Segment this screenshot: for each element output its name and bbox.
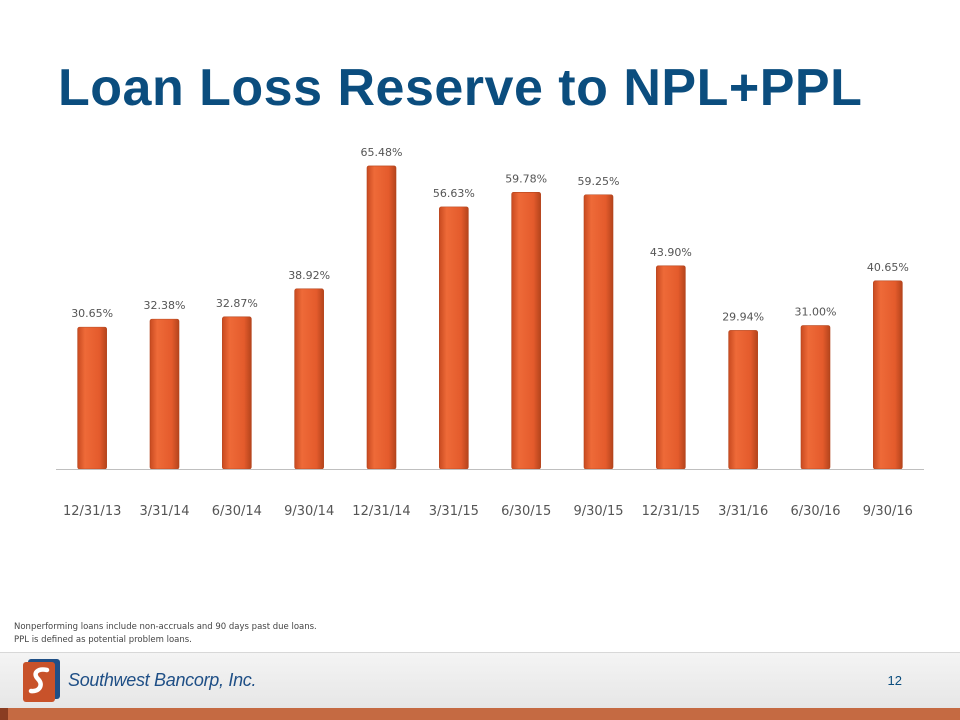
value-label: 65.48%: [361, 146, 403, 159]
x-tick-label: 9/30/16: [863, 504, 913, 519]
value-label: 31.00%: [795, 306, 837, 319]
company-logo-icon: [23, 659, 60, 702]
bar-9-30-15: [583, 194, 614, 470]
company-name: Southwest Bancorp, Inc.: [68, 670, 257, 690]
footer-stripe-accent: [0, 708, 8, 720]
value-label: 30.65%: [71, 307, 113, 320]
value-label: 59.25%: [578, 175, 620, 188]
page-number: 12: [887, 673, 902, 688]
x-tick-label: 9/30/14: [284, 504, 334, 519]
x-tick-label: 3/31/15: [429, 504, 479, 519]
value-label: 43.90%: [650, 246, 692, 259]
value-label: 40.65%: [867, 261, 909, 274]
value-label: 29.94%: [722, 310, 764, 323]
x-tick-label: 3/31/16: [718, 504, 768, 519]
x-tick-label: 12/31/13: [63, 504, 121, 519]
x-tick-label: 9/30/15: [573, 504, 623, 519]
value-label: 32.38%: [144, 299, 186, 312]
x-tick-label: 6/30/15: [501, 504, 551, 519]
slide-title: Loan Loss Reserve to NPL+PPL: [58, 59, 863, 117]
bar-chart: 30.65% 32.38% 32.87% 38.92% 65.48% 56.63% 59.7…: [56, 146, 924, 519]
value-label: 59.78%: [505, 172, 547, 185]
bar-3-31-16: [728, 330, 758, 470]
footnotes: Nonperforming loans include non-accruals…: [14, 621, 317, 647]
x-tick-label: 12/31/14: [352, 504, 410, 519]
footer-stripe: [0, 708, 960, 720]
x-tick-label: 3/31/14: [139, 504, 189, 519]
x-tick-label: 6/30/16: [790, 504, 840, 519]
value-label: 38.92%: [288, 269, 330, 282]
bar-3-31-14: [149, 318, 180, 470]
bar-9-30-14: [294, 288, 324, 470]
footnote-npl: Nonperforming loans include non-accruals…: [14, 622, 317, 632]
bar-6-30-15: [511, 192, 541, 470]
bar-9-30-16: [873, 280, 903, 470]
bar-12-31-13: [77, 326, 107, 470]
x-tick-label: 6/30/14: [212, 504, 262, 519]
bar-12-31-14: [366, 165, 397, 470]
footer-bar: [0, 652, 960, 709]
footnote-ppl: PPL is defined as potential problem loan…: [14, 635, 192, 645]
bar-12-31-15: [656, 265, 686, 470]
bar-6-30-16: [800, 325, 831, 470]
value-label: 56.63%: [433, 187, 475, 200]
bar-6-30-14: [222, 316, 252, 470]
x-tick-label: 12/31/15: [642, 504, 700, 519]
value-label: 32.87%: [216, 297, 258, 310]
bar-3-31-15: [439, 206, 469, 470]
